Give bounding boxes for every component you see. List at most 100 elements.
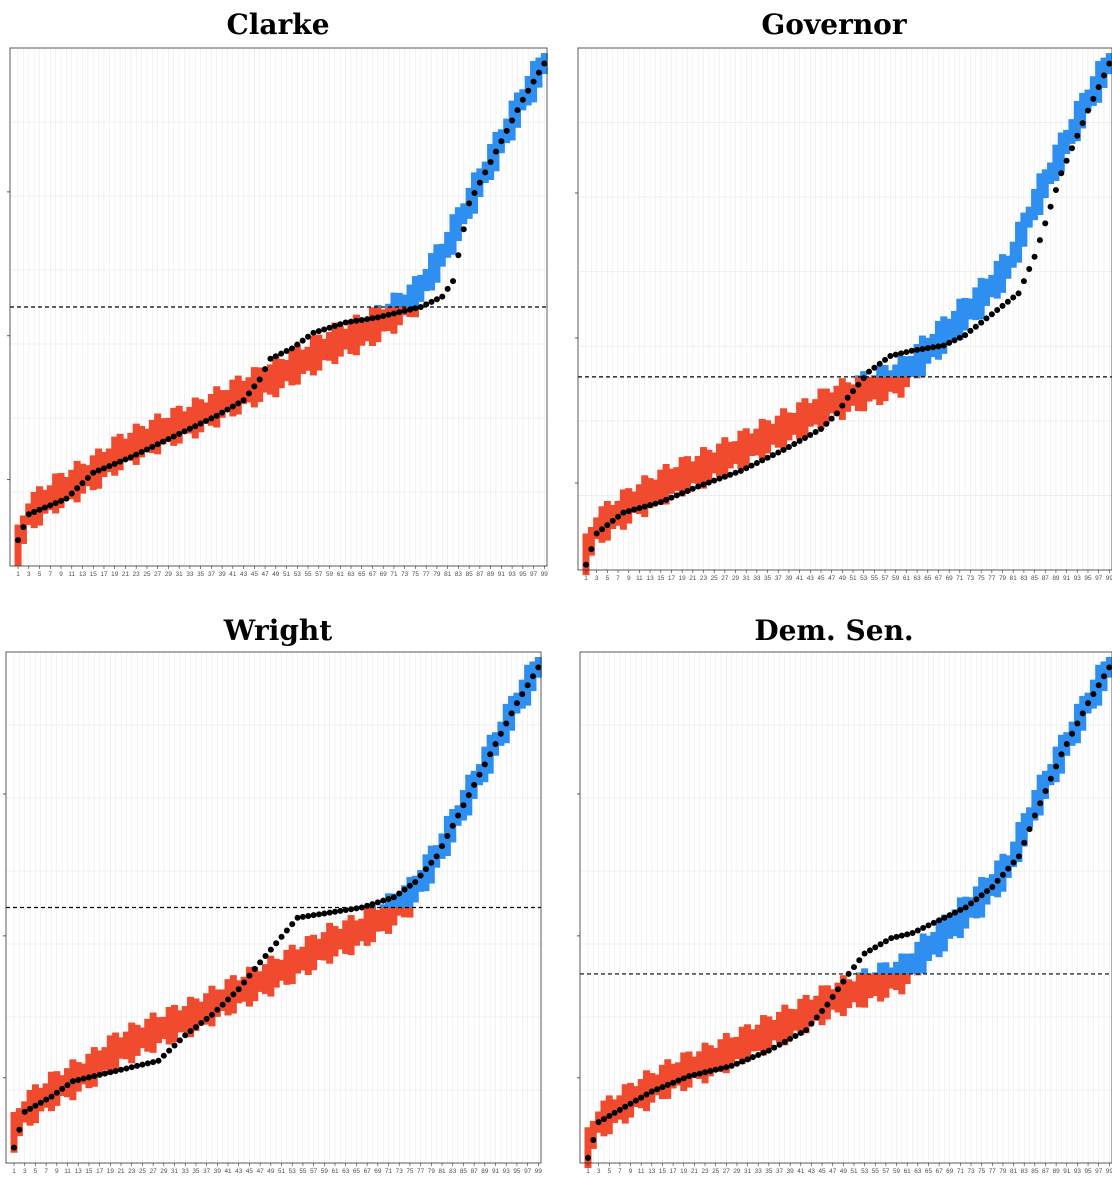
data-point [940,342,947,349]
distribution-bar-red [331,926,339,957]
data-point [198,1019,205,1026]
distribution-bar-red [646,478,654,509]
data-point [315,328,322,335]
data-point [1069,730,1076,737]
x-tick-label: 59 [893,1168,901,1175]
data-point [16,1126,23,1133]
distribution-bar-red [144,1018,152,1052]
distribution-bar-red [764,420,772,454]
data-point [134,1062,141,1069]
distribution-bar-red [802,994,810,1034]
distribution-bar-red [748,433,756,457]
x-tick-label: 39 [219,571,227,578]
x-tick-label: 87 [1042,575,1050,582]
distribution-bar-red [363,907,371,946]
distribution-bar-red [326,922,334,964]
data-point [225,996,232,1003]
data-point [609,517,616,524]
distribution-bar-blue [945,318,953,341]
x-tick-label: 99 [535,1168,543,1175]
x-tick-label: 1 [586,1168,590,1175]
data-point [321,910,328,917]
distribution-bar-blue [940,914,948,952]
data-point [999,871,1006,878]
distribution-bar-red [368,307,377,346]
data-point [866,947,873,954]
panel-clarke: Clarke 1 3 5 7 9 11 13 15 17 19 21 23 25 27 29 31 33 35 37… [0,0,556,600]
x-tick-label: 85 [1031,575,1039,582]
distribution-bar-red [701,1042,709,1084]
distribution-bar-red [749,1029,757,1052]
distribution-bar-blue [1084,89,1092,111]
x-tick-label: 7 [618,1168,622,1175]
data-point [444,285,451,292]
distribution-bar-blue [417,274,425,302]
data-point [289,921,296,928]
data-point [428,859,435,866]
plot-frame [577,47,1112,571]
actual-points [583,60,1112,568]
distribution-bar-blue [972,287,980,321]
distribution-bar-blue [881,365,889,377]
distribution-bar-blue [454,207,462,242]
distribution-bar-red [160,1016,168,1040]
distribution-bar-blue [390,893,398,908]
x-tick-labels: 1 3 5 7 9 11 13 15 17 19 21 23 25 27 29 31 33 35 37 39 41 43 4… [16,566,548,578]
data-point [877,941,884,948]
distribution-bar-red [52,473,60,514]
data-point [390,894,397,901]
x-tick-label: 27 [721,575,729,582]
distribution-bar-red [191,397,199,439]
data-point [11,1144,18,1151]
distribution-bar-red [598,506,606,543]
data-point [1058,170,1065,177]
distribution-bar-blue [438,243,446,267]
data-point [909,930,916,937]
data-point [160,438,167,445]
data-point [492,148,499,155]
x-tick-label: 71 [957,1168,965,1175]
data-point [149,443,156,450]
distribution-bar-blue [950,310,958,339]
data-point [616,1106,623,1113]
distribution-bar-red [331,322,339,364]
x-tick-label: 3 [27,571,31,578]
x-tick-label: 23 [701,1168,709,1175]
data-point [497,730,504,737]
data-point [956,334,963,341]
x-tick-label: 3 [23,1168,27,1175]
data-point [52,500,59,507]
data-point [819,1007,826,1014]
distribution-bar-red [374,307,382,343]
distribution-bar-red [797,998,805,1036]
x-tick-label: 27 [150,1168,158,1175]
data-point [123,1065,130,1072]
data-point [808,1020,815,1027]
actual-points [584,664,1112,1161]
distribution-bar-red [625,488,633,524]
distribution-bar-red [706,1045,714,1077]
distribution-bar-red [187,996,195,1038]
x-tick-label: 95 [519,571,527,578]
x-tick-label: 27 [723,1168,731,1175]
data-point [749,1054,756,1061]
distribution-bar-red [96,1050,104,1076]
data-point [1079,710,1086,717]
x-tick-label: 99 [541,571,549,578]
x-tick-label: 31 [176,571,184,578]
x-tick-label: 77 [417,1168,425,1175]
distribution-bar-red [342,920,350,954]
x-tick-label: 59 [321,1168,329,1175]
data-point [919,346,926,353]
distribution-bar-red [641,475,649,518]
data-point [1063,740,1070,747]
distribution-bar-red [609,505,617,530]
distribution-bar-red [662,463,670,505]
data-point [792,1032,799,1039]
data-point [968,900,975,907]
distribution-bar-blue [401,294,409,307]
distribution-bars [584,656,1112,1169]
data-point [1021,839,1028,846]
x-tick-label: 67 [936,1168,944,1175]
distribution-bar-red [637,1079,645,1109]
